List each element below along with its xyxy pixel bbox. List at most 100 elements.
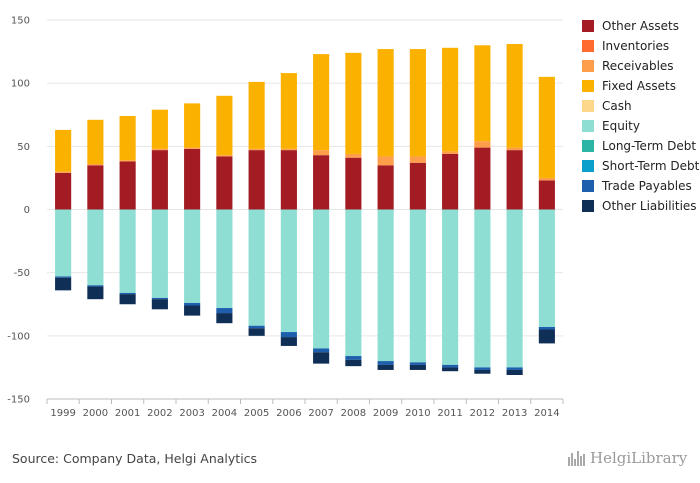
bar-segment	[538, 76, 555, 178]
legend-swatch	[582, 60, 594, 72]
bar-segment	[506, 209, 523, 368]
bar-segment	[151, 109, 168, 149]
bar-segment	[506, 147, 523, 151]
bar-segment	[55, 129, 72, 172]
legend-swatch	[582, 140, 594, 152]
bar-segment	[506, 44, 523, 148]
bar-segment	[184, 305, 201, 316]
bar-segment	[280, 332, 297, 338]
bar-segment	[442, 47, 459, 152]
bar-segment	[474, 45, 491, 142]
legend-swatch	[582, 20, 594, 32]
legend: Other Assets Inventories Receivables Fixed …	[582, 16, 699, 216]
bar-segment	[345, 52, 362, 154]
bar-segment	[87, 164, 104, 166]
bar-segment	[119, 294, 136, 305]
legend-label: Other Assets	[602, 19, 679, 33]
y-tick-label: 150	[11, 16, 30, 27]
bar-segment	[409, 156, 426, 163]
bar-segment	[119, 209, 136, 293]
legend-swatch	[582, 40, 594, 52]
bar-segment	[474, 147, 491, 210]
bar-segment	[538, 326, 555, 330]
bar-segment	[409, 209, 426, 363]
bar-segment	[55, 276, 72, 278]
bar-segment	[442, 209, 459, 365]
bar-segment	[313, 348, 330, 353]
bar-segment	[442, 153, 459, 210]
bar-segment	[151, 299, 168, 310]
legend-swatch	[582, 80, 594, 92]
bar-segment	[151, 209, 168, 298]
bar-segment	[506, 369, 523, 375]
legend-item: Inventories	[582, 36, 699, 56]
bar-segment	[377, 361, 394, 365]
x-tick-label: 2002	[147, 408, 172, 419]
bar-segment	[216, 313, 233, 324]
legend-label: Inventories	[602, 39, 670, 53]
bar-segment	[87, 165, 104, 210]
bar-segment	[119, 160, 136, 162]
bar-segment	[345, 157, 362, 210]
source-note: Source: Company Data, Helgi Analytics	[12, 451, 258, 466]
bar-segment	[474, 141, 491, 148]
legend-label: Long-Term Debt	[602, 139, 697, 153]
bar-segment	[151, 150, 168, 210]
bar-segment	[184, 148, 201, 210]
bar-segment	[184, 209, 201, 303]
x-tick-label: 2012	[470, 408, 495, 419]
library-icon	[568, 450, 586, 466]
y-tick-label: 100	[11, 79, 30, 90]
legend-item: Fixed Assets	[582, 76, 699, 96]
y-tick-label: -50	[14, 268, 30, 279]
legend-label: Fixed Assets	[602, 79, 676, 93]
legend-item: Equity	[582, 116, 699, 136]
legend-item: Cash	[582, 96, 699, 116]
bar-segment	[280, 148, 297, 151]
x-tick-label: 2007	[308, 408, 333, 419]
legend-label: Short-Term Debt	[602, 159, 700, 173]
bar-segment	[313, 209, 330, 349]
legend-item: Long-Term Debt	[582, 136, 699, 156]
legend-label: Trade Payables	[602, 179, 692, 193]
bar-segment	[280, 150, 297, 210]
bar-segment	[313, 54, 330, 151]
bar-segment	[248, 148, 265, 151]
bar-segment	[442, 364, 459, 368]
bar-segment	[506, 150, 523, 210]
legend-item: Other Assets	[582, 16, 699, 36]
x-tick-label: 2010	[405, 408, 430, 419]
y-tick-label: -100	[7, 331, 30, 342]
bar-segment	[409, 364, 426, 370]
bar-segment	[409, 162, 426, 210]
bar-segment	[474, 209, 491, 368]
bar-segment	[409, 49, 426, 157]
y-tick-label: 50	[17, 142, 30, 153]
legend-swatch	[582, 180, 594, 192]
legend-label: Cash	[602, 99, 632, 113]
bar-segment	[184, 103, 201, 148]
bar-segment	[538, 177, 555, 181]
brand-logo: HelgiLibrary	[568, 449, 687, 467]
bar-segment	[216, 155, 233, 157]
bar-segment	[506, 367, 523, 370]
bar-segment	[55, 209, 72, 277]
legend-swatch	[582, 120, 594, 132]
bar-segment	[216, 95, 233, 156]
bar-segment	[280, 73, 297, 149]
bar-segment	[87, 285, 104, 287]
bar-segment	[474, 369, 491, 374]
x-tick-label: 2009	[373, 408, 398, 419]
bar-segment	[409, 362, 426, 365]
legend-swatch	[582, 100, 594, 112]
y-tick-label: 0	[24, 205, 30, 216]
legend-label: Receivables	[602, 59, 674, 73]
x-tick-label: 1999	[50, 408, 75, 419]
bar-segment	[248, 81, 265, 149]
bar-segment	[280, 209, 297, 333]
bar-segment	[119, 161, 136, 210]
x-tick-label: 2011	[437, 408, 462, 419]
bar-segment	[345, 359, 362, 367]
legend-item: Short-Term Debt	[582, 156, 699, 176]
x-tick-label: 2006	[276, 408, 301, 419]
